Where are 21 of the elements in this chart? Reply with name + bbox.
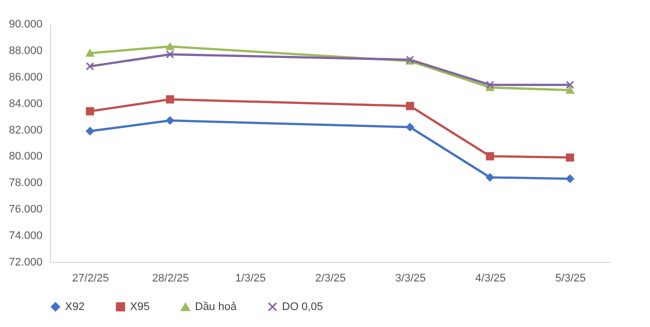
legend-label: Dầu hoả	[195, 301, 238, 314]
y-tick-label: 82.000	[8, 124, 42, 136]
x-tick-label: 1/3/25	[235, 272, 266, 284]
x-tick-label: 3/3/25	[395, 272, 426, 284]
y-tick-label: 80.000	[8, 150, 42, 163]
y-tick-label: 88.000	[8, 44, 42, 57]
legend-label: X92	[65, 300, 85, 313]
x-tick-label: 5/3/25	[555, 272, 586, 284]
legend-label: X95	[130, 300, 150, 313]
x-tick-label: 2/3/25	[315, 272, 346, 284]
y-tick-label: 78.000	[8, 177, 42, 190]
x-tick-label: 27/2/25	[72, 272, 109, 284]
x-tick-label: 28/2/25	[152, 272, 189, 284]
legend-label: DO 0,05	[282, 300, 323, 313]
y-tick-label: 84.000	[8, 98, 42, 110]
y-tick-label: 86.000	[8, 71, 42, 84]
x-tick-label: 4/3/25	[475, 272, 506, 284]
y-tick-label: 90.000	[8, 18, 42, 30]
y-tick-label: 72.000	[8, 256, 42, 268]
y-tick-label: 76.000	[8, 204, 42, 216]
y-tick-label: 74.000	[8, 230, 42, 242]
